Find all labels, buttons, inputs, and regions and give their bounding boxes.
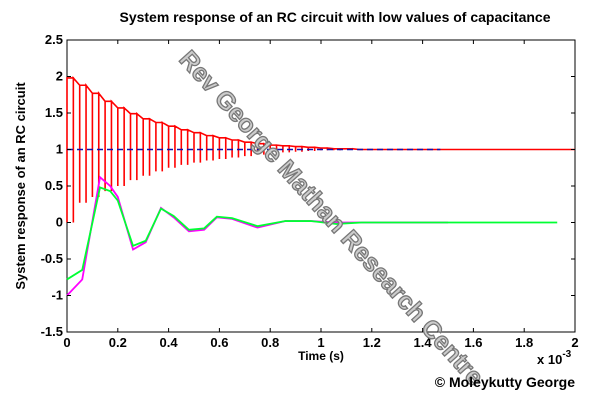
y-tick-label: -1.5 xyxy=(41,324,63,339)
x-tick-label: 0.8 xyxy=(261,335,279,350)
y-tick-label: 2.5 xyxy=(45,32,63,47)
y-tick-label: 1 xyxy=(56,142,63,157)
y-tick-label: 0 xyxy=(56,215,63,230)
chart-title: System response of an RC circuit with lo… xyxy=(119,9,550,25)
y-tick-label: 2 xyxy=(56,69,63,84)
x-tick-label: 0.2 xyxy=(109,335,127,350)
y-axis-label: System response of an RC circuit xyxy=(13,82,28,290)
y-tick-label: -0.5 xyxy=(41,251,63,266)
plot-area: 0 0.2 0.4 0.6 0.8 1 1.2 1.4 1.6 1.8 2 -1.5 -1 -0.5 0 0.… xyxy=(41,32,579,350)
plot-frame xyxy=(66,39,576,333)
x-multiplier: x 10-3 xyxy=(537,349,572,367)
series-line-3 xyxy=(66,186,558,281)
x-multiplier-base: x 10 xyxy=(537,352,562,367)
series-layer xyxy=(66,75,575,297)
tick-layer: 0 0.2 0.4 0.6 0.8 1 1.2 1.4 1.6 1.8 2 -1.5 -1 -0.5 0 0.… xyxy=(41,32,579,350)
x-tick-label: 1.2 xyxy=(363,335,381,350)
x-tick-label: 1 xyxy=(317,335,324,350)
series-square-wave xyxy=(66,75,575,223)
x-multiplier-exponent: -3 xyxy=(562,349,571,360)
copyright-text: © Moleykutty George xyxy=(435,374,575,390)
y-tick-label: 1.5 xyxy=(45,105,63,120)
x-tick-label: 0 xyxy=(63,335,70,350)
x-tick-label: 0.4 xyxy=(160,335,179,350)
x-tick-label: 0.6 xyxy=(210,335,228,350)
y-tick-label: -1 xyxy=(51,288,63,303)
x-tick-label: 1.6 xyxy=(464,335,482,350)
x-tick-label: 2 xyxy=(571,335,578,350)
x-tick-label: 1.4 xyxy=(414,335,433,350)
y-tick-label: 0.5 xyxy=(45,178,63,193)
x-tick-label: 1.8 xyxy=(515,335,533,350)
x-axis-label: Time (s) xyxy=(298,349,344,363)
